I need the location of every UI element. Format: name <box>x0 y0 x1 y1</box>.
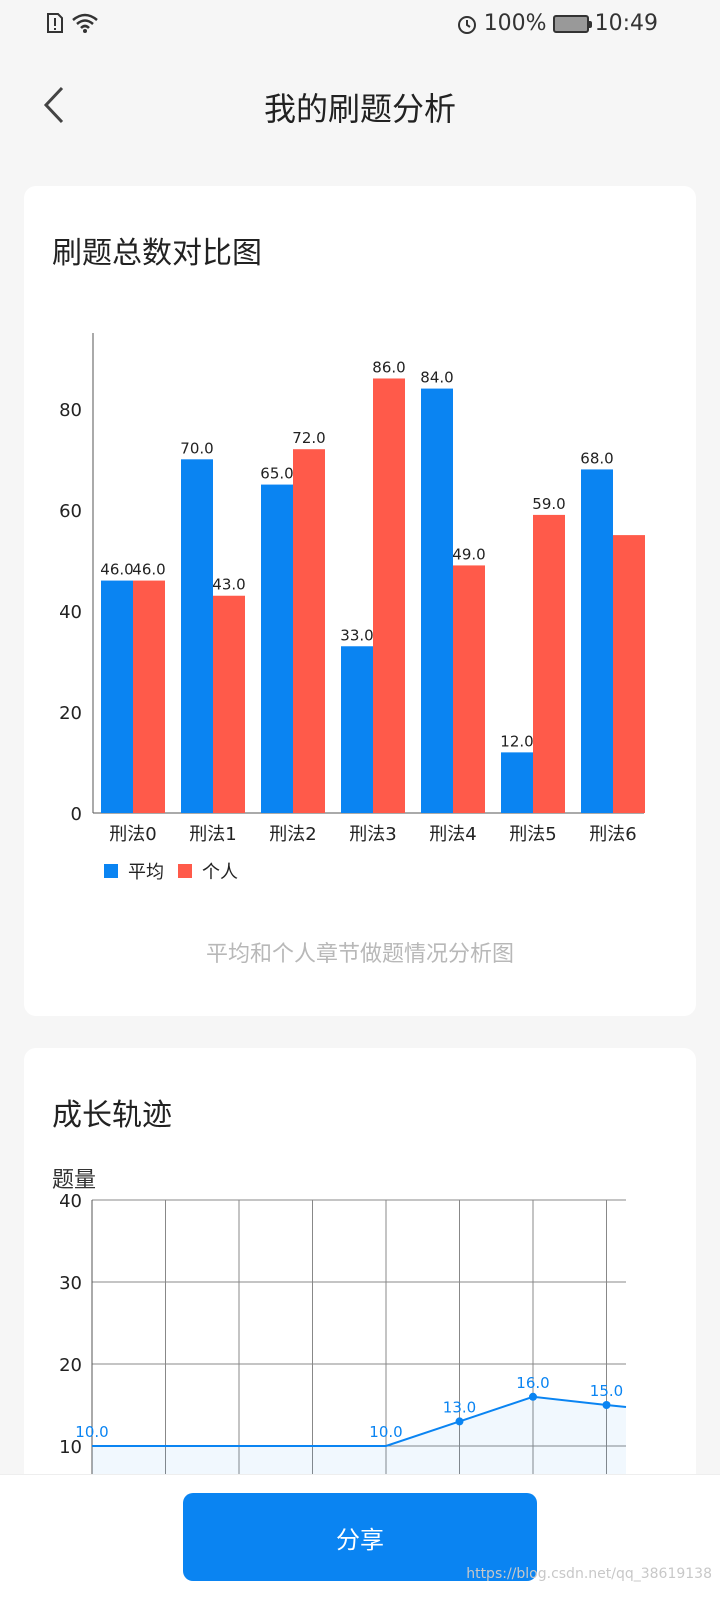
y-tick-label: 80 <box>59 400 82 421</box>
bar <box>453 565 485 813</box>
data-label: 84.0 <box>420 369 453 387</box>
y-tick-label: 40 <box>59 602 82 623</box>
data-label: 10.0 <box>369 1423 402 1441</box>
legend-label: 平均 <box>128 862 164 883</box>
legend-swatch <box>104 864 118 878</box>
bar <box>341 646 373 813</box>
data-label: 12.0 <box>500 732 533 750</box>
alarm-icon <box>457 15 476 34</box>
data-label: 49.0 <box>452 545 485 563</box>
x-tick-label: 刑法6 <box>589 824 636 845</box>
status-bar: 100% 10:49 <box>0 0 720 52</box>
y-tick-label: 30 <box>59 1273 82 1294</box>
bar <box>101 580 133 813</box>
bar <box>261 484 293 813</box>
y-tick-label: 0 <box>71 804 82 825</box>
data-label: 59.0 <box>532 495 565 513</box>
data-label: 46.0 <box>100 561 133 579</box>
data-label: 16.0 <box>516 1374 549 1392</box>
bar <box>213 595 245 813</box>
y-axis-label: 题量 <box>52 1168 97 1193</box>
bar <box>613 535 645 813</box>
legend-label: 个人 <box>202 862 238 883</box>
comparison-chart-card: 刷题总数对比图 0 20 40 60 80 46.0 46.0 刑法0 70.0 43.0 刑法1 6… <box>24 186 696 1016</box>
bar <box>581 469 613 813</box>
clock: 10:49 <box>594 11 658 36</box>
bar <box>293 449 325 813</box>
navigation-bar: 我的刷题分析 <box>0 60 720 150</box>
chevron-left-icon <box>43 86 64 124</box>
line-series <box>92 1395 627 1447</box>
data-label: 43.0 <box>212 576 245 594</box>
page-title: 我的刷题分析 <box>263 90 456 128</box>
data-point <box>455 1417 464 1426</box>
bar <box>373 378 405 813</box>
watermark: https://blog.csdn.net/qq_38619138 <box>466 1566 712 1582</box>
card-title: 成长轨迹 <box>52 1098 172 1133</box>
legend-swatch <box>178 864 192 878</box>
data-label: 33.0 <box>340 626 373 644</box>
data-label: 68.0 <box>580 449 613 467</box>
data-label: 70.0 <box>180 439 213 457</box>
data-label: 46.0 <box>132 561 165 579</box>
data-label: 72.0 <box>292 429 325 447</box>
back-button[interactable] <box>36 80 76 130</box>
bottom-bar: 分享 <box>0 1474 720 1600</box>
x-tick-label: 刑法1 <box>189 824 236 845</box>
bar <box>181 459 213 813</box>
bar <box>533 514 565 813</box>
bar <box>133 580 165 813</box>
sim-alert-icon <box>47 13 63 33</box>
data-label: 65.0 <box>260 465 293 483</box>
data-label: 10.0 <box>75 1423 108 1441</box>
bar-chart: 0 20 40 60 80 46.046.0 刑法0 70.0 43.0 刑法1 65.0 72.0 刑… <box>59 333 645 883</box>
data-point <box>529 1392 537 1401</box>
data-label: 13.0 <box>443 1398 476 1416</box>
data-label: 15.0 <box>590 1382 623 1400</box>
bar <box>501 752 533 813</box>
x-tick-label: 刑法4 <box>429 824 476 845</box>
x-tick-label: 刑法0 <box>109 824 156 845</box>
data-label: 86.0 <box>372 358 405 376</box>
x-tick-label: 刑法5 <box>509 824 556 845</box>
data-point <box>602 1401 611 1409</box>
y-tick-label: 10 <box>59 1437 82 1458</box>
bar <box>421 388 453 813</box>
y-tick-label: 20 <box>59 1355 82 1376</box>
status-icons-right: 100% 10:49 <box>456 11 658 36</box>
wifi-icon <box>72 13 98 33</box>
battery-percent: 100% <box>483 11 547 36</box>
y-tick-label: 60 <box>59 501 82 522</box>
x-tick-label: 刑法2 <box>269 824 316 845</box>
chart-caption: 平均和个人章节做题情况分析图 <box>205 942 514 967</box>
status-icons-left <box>46 12 98 34</box>
share-button[interactable]: 分享 <box>183 1493 537 1581</box>
battery-icon <box>552 14 592 33</box>
x-tick-label: 刑法3 <box>349 824 396 845</box>
y-tick-label: 40 <box>59 1191 82 1212</box>
y-tick-label: 20 <box>59 703 82 724</box>
card-title: 刷题总数对比图 <box>52 236 262 271</box>
